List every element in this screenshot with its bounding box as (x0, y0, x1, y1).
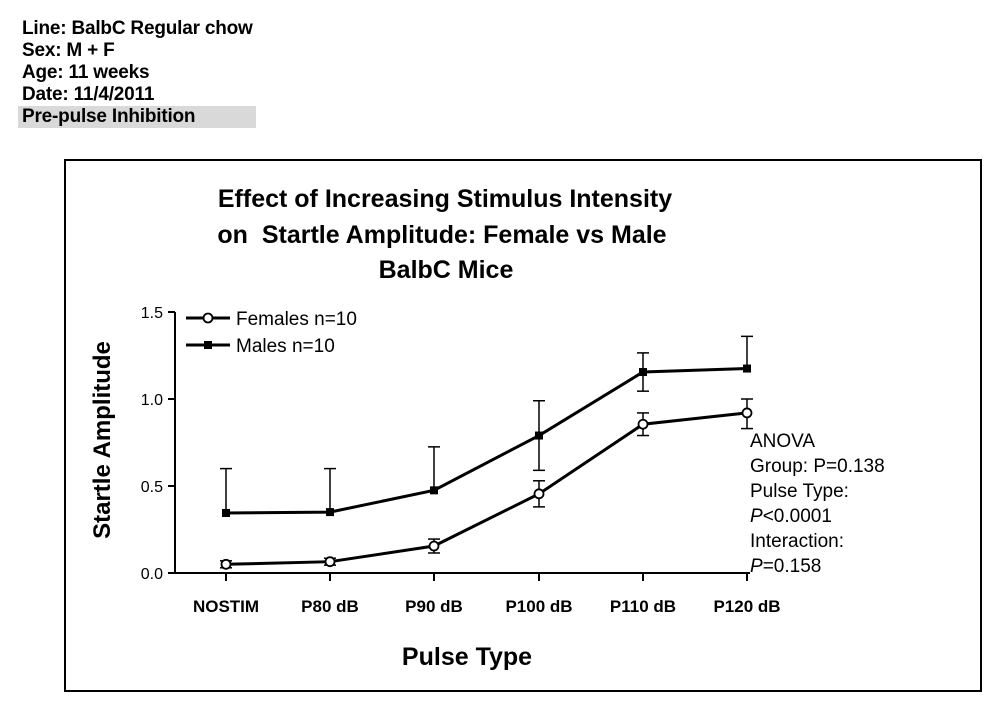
series-line (225, 367, 748, 515)
legend-marker-female (202, 312, 214, 324)
y-tick-label: 1.5 (141, 305, 163, 322)
series-males (220, 335, 753, 517)
data-point-female (637, 418, 649, 430)
data-point-male (639, 368, 647, 377)
date-label: Date: 11/4/2011 (22, 84, 155, 105)
data-point-male (535, 431, 543, 440)
x-tick-label: P80 dB (301, 597, 359, 616)
series-females (220, 398, 753, 570)
x-axis-label: Pulse Type (402, 643, 532, 671)
data-point-female (741, 407, 753, 419)
y-tick-label: 1.0 (141, 392, 163, 409)
legend: Females n=10 Males n=10 (186, 309, 357, 357)
x-tick-label: NOSTIM (193, 597, 259, 616)
y-ticks: 0.0 0.5 1.0 1.5 (141, 305, 175, 583)
x-ticks: NOSTIM P80 dB P90 dB P100 dB P110 dB P120 dB (193, 573, 781, 616)
data-point-female (428, 540, 440, 552)
chart-title-line-2: on Startle Amplitude: Female vs Male (217, 221, 666, 249)
data-point-female (533, 488, 545, 500)
anova-group: Group: P=0.138 (750, 456, 885, 477)
y-tick-label: 0.5 (141, 479, 163, 496)
y-axis-label: Startle Amplitude (89, 341, 116, 539)
header-meta: Line: BalbC Regular chow Sex: M + F Age:… (18, 18, 256, 128)
anova-title: ANOVA (750, 431, 815, 452)
anova-interaction-value: P=0.158 (750, 556, 821, 577)
data-point-male (326, 508, 334, 517)
x-tick-label: P90 dB (405, 597, 463, 616)
axes (174, 312, 750, 574)
test-label: Pre-pulse Inhibition (18, 106, 256, 128)
x-tick-label: P120 dB (713, 597, 780, 616)
chart-title-line-3: BalbC Mice (379, 256, 514, 284)
anova-interaction-label: Interaction: (750, 531, 844, 552)
legend-label: Females n=10 (236, 309, 357, 330)
x-tick-label: P110 dB (610, 597, 676, 616)
data-point-male (743, 364, 751, 373)
legend-marker-male (204, 341, 212, 349)
anova-pulse-label: Pulse Type: (750, 481, 849, 502)
anova-annotation: ANOVA Group: P=0.138 Pulse Type: P<0.000… (750, 431, 885, 577)
legend-label: Males n=10 (236, 336, 335, 357)
chart-title: Effect of Increasing Stimulus Intensity … (217, 185, 672, 284)
series-layer (220, 335, 753, 570)
line-label: Line: BalbC Regular chow (22, 18, 253, 39)
x-tick-label: P100 dB (505, 597, 572, 616)
series-line (225, 411, 748, 566)
sex-label: Sex: M + F (22, 40, 115, 61)
chart-title-line-1: Effect of Increasing Stimulus Intensity (218, 185, 672, 213)
data-point-female (324, 556, 336, 568)
age-label: Age: 11 weeks (22, 62, 150, 83)
data-point-male (222, 508, 230, 517)
data-point-male (430, 486, 438, 495)
chart-frame (64, 159, 982, 692)
anova-pulse-value: P<0.0001 (750, 506, 832, 527)
data-point-female (220, 558, 232, 570)
y-tick-label: 0.0 (141, 566, 163, 583)
